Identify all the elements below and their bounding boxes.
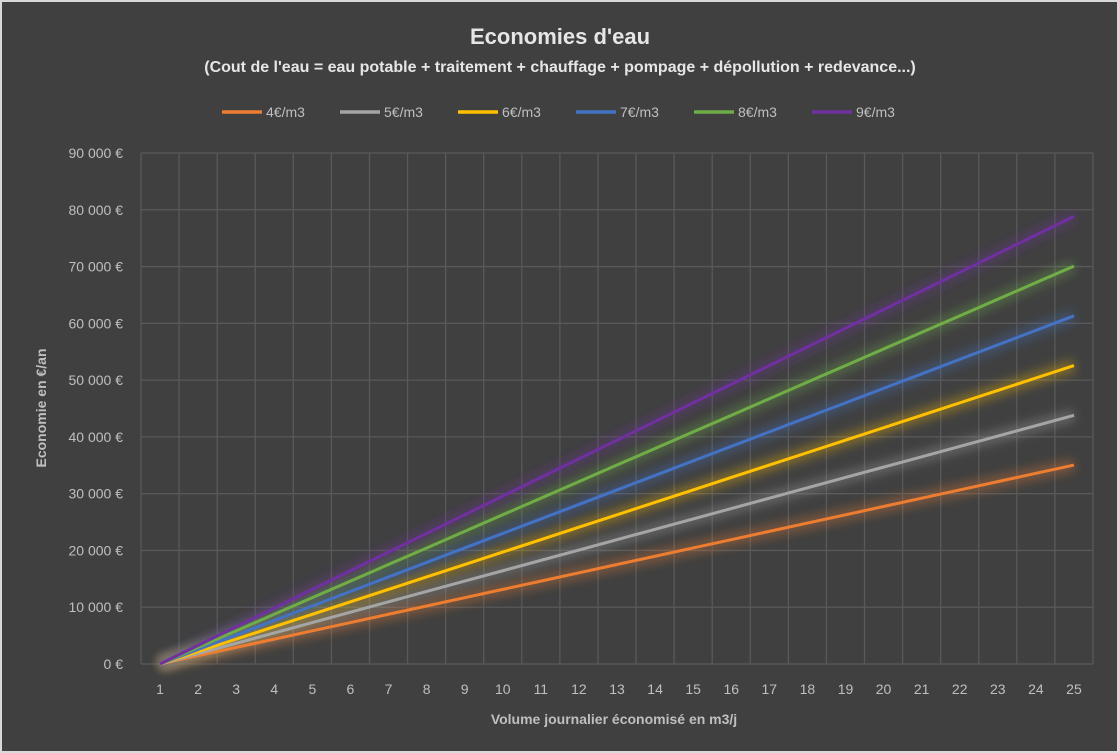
y-tick-label: 50 000 € <box>69 372 124 388</box>
y-tick-label: 70 000 € <box>69 259 124 275</box>
x-tick-label: 18 <box>800 681 816 697</box>
chart-subtitle: (Cout de l'eau = eau potable + traitemen… <box>204 59 916 76</box>
y-tick-label: 40 000 € <box>69 429 124 445</box>
legend-label: 5€/m3 <box>384 104 423 120</box>
x-tick-label: 16 <box>723 681 739 697</box>
y-tick-label: 60 000 € <box>69 315 124 331</box>
series-line-4€/m3 <box>159 463 1075 666</box>
x-tick-label: 8 <box>423 681 431 697</box>
series-line-7€/m3 <box>159 314 1075 666</box>
y-tick-label: 90 000 € <box>69 145 124 161</box>
x-tick-label: 25 <box>1066 681 1082 697</box>
legend: 4€/m3 5€/m3 6€/m3 7€/m3 8€/m3 9€/m3 <box>222 104 895 120</box>
x-tick-label: 10 <box>495 681 511 697</box>
y-tick-label: 20 000 € <box>69 542 124 558</box>
legend-label: 7€/m3 <box>620 104 659 120</box>
series-line-8€/m3 <box>159 264 1075 666</box>
x-tick-label: 4 <box>270 681 278 697</box>
y-tick-label: 0 € <box>104 656 124 672</box>
series-line-9€/m3 <box>159 215 1075 666</box>
x-tick-label: 12 <box>571 681 587 697</box>
y-tick-label: 10 000 € <box>69 599 124 615</box>
x-tick-label: 9 <box>461 681 469 697</box>
y-tick-label: 30 000 € <box>69 486 124 502</box>
chart-title: Economies d'eau <box>470 24 650 49</box>
legend-label: 6€/m3 <box>502 104 541 120</box>
y-axis-ticks: 0 € 10 000 € 20 000 € 30 000 € 40 000 € 50 00… <box>69 145 124 672</box>
x-tick-label: 17 <box>762 681 778 697</box>
x-tick-label: 14 <box>647 681 663 697</box>
x-tick-label: 3 <box>232 681 240 697</box>
x-tick-label: 21 <box>914 681 930 697</box>
x-tick-label: 13 <box>609 681 625 697</box>
x-tick-label: 20 <box>876 681 892 697</box>
x-tick-label: 1 <box>156 681 164 697</box>
x-tick-label: 19 <box>838 681 854 697</box>
x-tick-label: 24 <box>1028 681 1044 697</box>
legend-label: 8€/m3 <box>738 104 777 120</box>
series-lines <box>159 215 1075 666</box>
x-tick-label: 2 <box>194 681 202 697</box>
y-axis-label: Economie en €/an <box>33 348 49 467</box>
x-tick-label: 23 <box>990 681 1006 697</box>
series-line-5€/m3 <box>159 413 1075 666</box>
series-line-6€/m3 <box>159 364 1075 666</box>
x-axis-ticks: 1 2 3 4 5 6 7 8 9 10 11 12 13 14 15 16 17 18 19 20 21 22 23 24 2… <box>156 681 1082 697</box>
x-tick-label: 11 <box>534 681 549 697</box>
legend-label: 4€/m3 <box>266 104 305 120</box>
x-tick-label: 22 <box>952 681 968 697</box>
x-tick-label: 7 <box>385 681 393 697</box>
legend-label: 9€/m3 <box>856 104 895 120</box>
x-axis-label: Volume journalier économisé en m3/j <box>491 711 737 727</box>
x-tick-label: 5 <box>308 681 316 697</box>
x-tick-label: 6 <box>347 681 355 697</box>
x-tick-label: 15 <box>685 681 701 697</box>
y-tick-label: 80 000 € <box>69 202 124 218</box>
